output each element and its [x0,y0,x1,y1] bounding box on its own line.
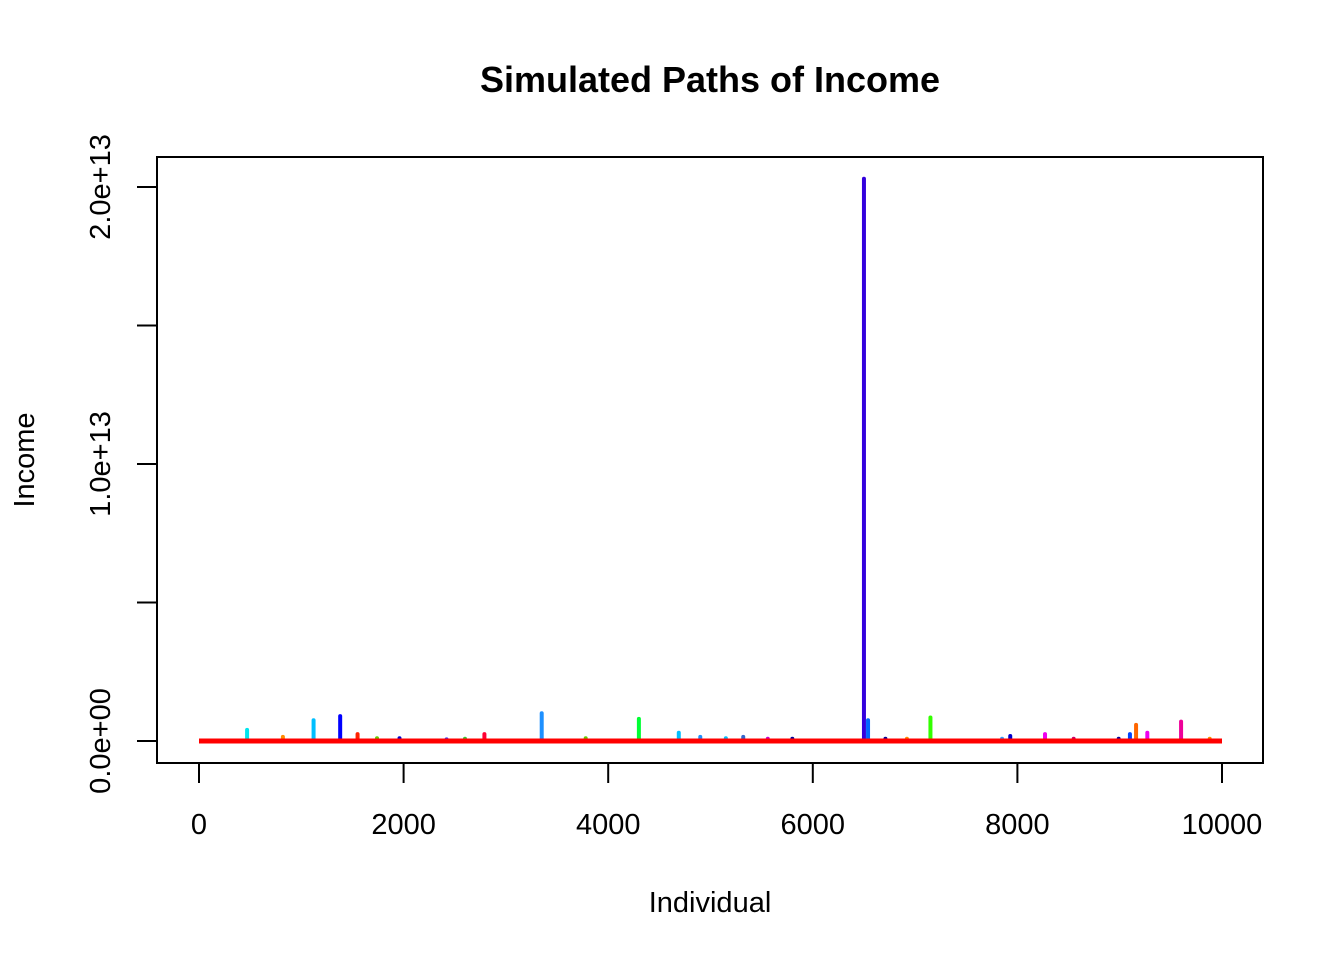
y-axis: 0.0e+00 1.0e+13 2.0e+13 [85,134,158,794]
plot-marks [199,176,1222,744]
x-tick-label: 6000 [781,809,846,841]
plot-frame [156,156,1264,764]
x-axis: 0 2000 4000 6000 8000 10000 [191,762,1263,841]
y-axis-label: Income [9,412,41,507]
x-tick-label: 10000 [1182,809,1263,841]
y-tick-label: 1.0e+13 [85,411,117,517]
x-tick-label: 0 [191,809,207,841]
chart-title: Simulated Paths of Income [480,59,940,100]
x-tick-label: 4000 [576,809,641,841]
y-tick-label: 2.0e+13 [85,134,117,240]
x-tick-label: 2000 [371,809,436,841]
y-tick-label: 0.0e+00 [85,688,117,794]
x-tick-label: 8000 [985,809,1050,841]
x-axis-label: Individual [649,887,772,919]
